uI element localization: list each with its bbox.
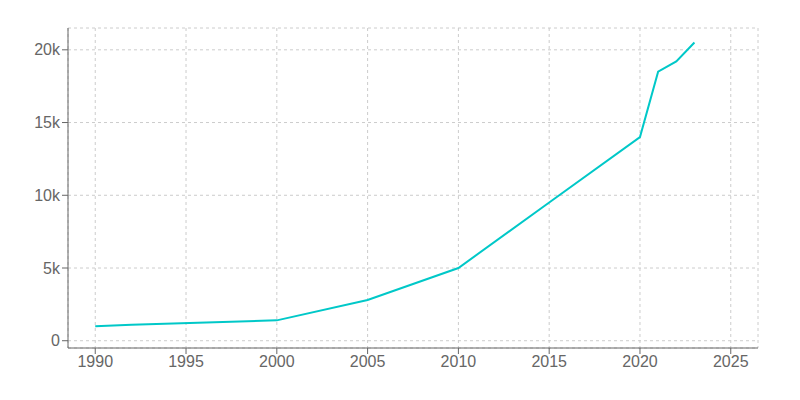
svg-text:1990: 1990 [77,353,113,370]
svg-text:2020: 2020 [622,353,658,370]
svg-text:2000: 2000 [259,353,295,370]
svg-text:20k: 20k [34,41,61,58]
svg-text:2005: 2005 [350,353,386,370]
svg-text:0: 0 [51,332,60,349]
svg-text:2015: 2015 [531,353,567,370]
svg-text:10k: 10k [34,187,61,204]
svg-text:15k: 15k [34,114,61,131]
svg-text:2025: 2025 [713,353,749,370]
svg-text:5k: 5k [43,260,61,277]
svg-text:1995: 1995 [168,353,204,370]
svg-text:2010: 2010 [441,353,477,370]
